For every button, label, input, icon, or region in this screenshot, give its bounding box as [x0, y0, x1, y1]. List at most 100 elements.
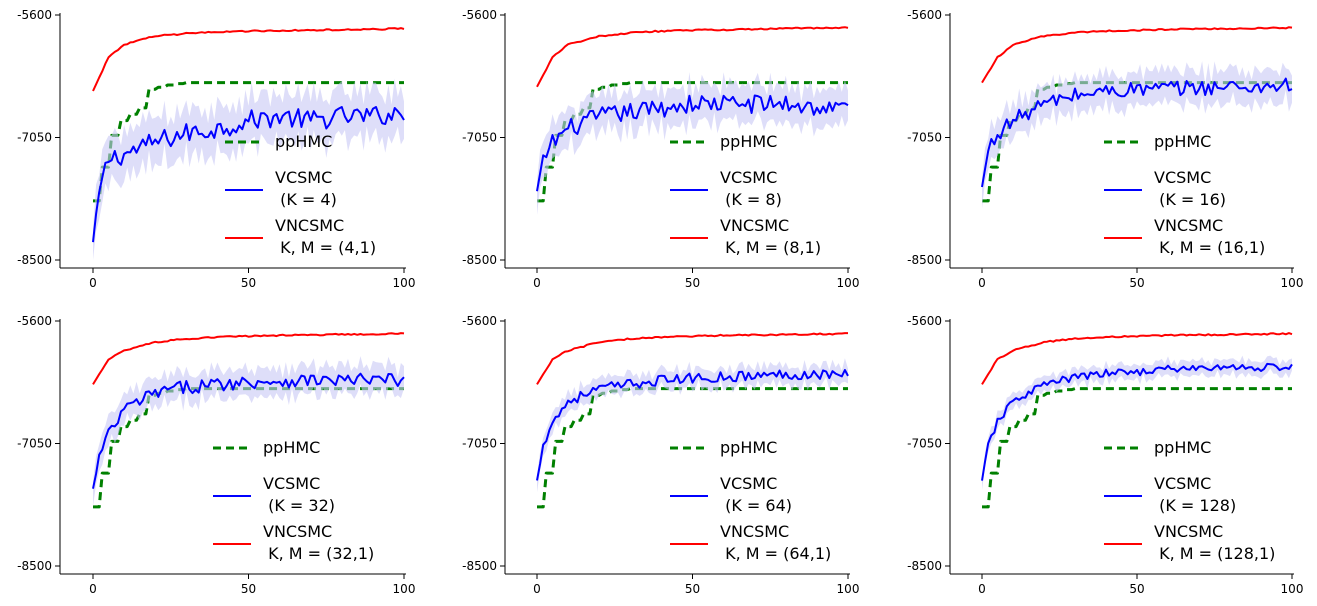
legend-sublabel: K, M = (128,1): [1154, 544, 1275, 563]
panel-5: -8500 -7050 -5600 0 50 100 ppHMC VCSMC (K = 64)…: [462, 314, 859, 596]
x-tick-label: 50: [241, 582, 256, 596]
x-tick-label: 100: [1281, 276, 1304, 290]
vncsmc-line: [981, 26, 1293, 84]
x-tick-label: 100: [1281, 582, 1304, 596]
vcsmc-line: [92, 106, 405, 243]
legend: ppHMC VCSMC (K = 64) VNCSMC K, M = (64,1): [670, 438, 831, 563]
legend: ppHMC VCSMC (K = 8) VNCSMC K, M = (8,1): [670, 132, 821, 257]
y-tick-label: -5600: [17, 8, 52, 22]
legend: ppHMC VCSMC (K = 16) VNCSMC K, M = (16,1): [1104, 132, 1265, 257]
legend: ppHMC VCSMC (K = 32) VNCSMC K, M = (32,1): [213, 438, 374, 563]
x-tick-label: 0: [978, 276, 986, 290]
y-tick-label: -7050: [17, 437, 52, 451]
x-tick-label: 0: [89, 582, 97, 596]
legend-sublabel: (K = 4): [275, 190, 337, 209]
legend-sublabel: K, M = (4,1): [275, 238, 376, 257]
y-tick-label: -5600: [462, 8, 497, 22]
panel-1: -8500 -7050 -5600 0 50 100 ppHMC VCSMC (K = 4) V…: [17, 8, 415, 290]
x-tick-label: 0: [533, 582, 541, 596]
y-tick-label: -7050: [907, 437, 942, 451]
vcsmc-line: [92, 372, 405, 489]
legend-label: VNCSMC: [1154, 216, 1223, 235]
vncsmc-line: [92, 27, 405, 92]
pphmc-line: [537, 387, 848, 509]
legend-label: ppHMC: [720, 132, 777, 151]
legend-label: VCSMC: [1154, 168, 1211, 187]
x-tick-label: 100: [837, 582, 860, 596]
legend-label: ppHMC: [1154, 132, 1211, 151]
legend-label: VNCSMC: [720, 216, 789, 235]
legend-sublabel: (K = 32): [263, 496, 335, 515]
y-tick-label: -8500: [462, 559, 497, 573]
legend-sublabel: K, M = (16,1): [1154, 238, 1265, 257]
vcsmc-line: [536, 94, 849, 192]
legend-label: VCSMC: [1154, 474, 1211, 493]
pphmc-line: [982, 387, 1292, 509]
vcsmc-line: [536, 369, 849, 481]
y-tick-label: -8500: [462, 253, 497, 267]
x-tick-label: 50: [1129, 276, 1144, 290]
y-tick-label: -5600: [462, 314, 497, 328]
x-tick-label: 0: [89, 276, 97, 290]
legend-label: VNCSMC: [275, 216, 344, 235]
panel-3: -8500 -7050 -5600 0 50 100 ppHMC VCSMC (K = 16)…: [907, 8, 1303, 290]
y-tick-label: -7050: [907, 131, 942, 145]
legend-label: VCSMC: [720, 168, 777, 187]
y-tick-label: -5600: [17, 314, 52, 328]
legend-label: ppHMC: [1154, 438, 1211, 457]
legend-label: VNCSMC: [720, 522, 789, 541]
x-tick-label: 50: [1129, 582, 1144, 596]
vcsmc-band: [537, 72, 848, 215]
legend-label: ppHMC: [720, 438, 777, 457]
vcsmc-band: [93, 78, 404, 260]
legend-label: ppHMC: [263, 438, 320, 457]
legend-sublabel: K, M = (64,1): [720, 544, 831, 563]
x-tick-label: 100: [393, 582, 416, 596]
panel-2: -8500 -7050 -5600 0 50 100 ppHMC VCSMC (K = 8) V…: [462, 8, 859, 290]
vcsmc-band: [982, 61, 1292, 209]
legend-sublabel: (K = 16): [1154, 190, 1226, 209]
panel-6: -8500 -7050 -5600 0 50 100 ppHMC VCSMC (K = 128…: [907, 314, 1303, 596]
legend: ppHMC VCSMC (K = 128) VNCSMC K, M = (128,1…: [1104, 438, 1275, 563]
y-tick-label: -5600: [907, 314, 942, 328]
legend-label: VCSMC: [275, 168, 332, 187]
y-tick-label: -7050: [17, 131, 52, 145]
y-tick-label: -8500: [907, 559, 942, 573]
legend-sublabel: (K = 64): [720, 496, 792, 515]
legend-sublabel: K, M = (8,1): [720, 238, 821, 257]
vcsmc-band: [93, 356, 404, 507]
legend-sublabel: (K = 8): [720, 190, 782, 209]
x-tick-label: 50: [685, 582, 700, 596]
legend-label: VCSMC: [720, 474, 777, 493]
vcsmc-band: [982, 355, 1292, 490]
x-tick-label: 100: [393, 276, 416, 290]
vncsmc-line: [536, 26, 849, 88]
legend-label: ppHMC: [275, 132, 332, 151]
y-tick-label: -8500: [17, 253, 52, 267]
x-tick-label: 0: [978, 582, 986, 596]
panel-4: -8500 -7050 -5600 0 50 100 ppHMC VCSMC (K = 32)…: [17, 314, 415, 596]
vncsmc-line: [536, 332, 848, 385]
x-tick-label: 100: [837, 276, 860, 290]
pphmc-line: [93, 81, 404, 203]
legend-sublabel: (K = 128): [1154, 496, 1236, 515]
legend-label: VNCSMC: [1154, 522, 1223, 541]
legend-label: VNCSMC: [263, 522, 332, 541]
x-tick-label: 50: [241, 276, 256, 290]
legend-sublabel: K, M = (32,1): [263, 544, 374, 563]
y-tick-label: -7050: [462, 437, 497, 451]
vcsmc-line: [981, 362, 1293, 481]
y-tick-label: -7050: [462, 131, 497, 145]
y-tick-label: -5600: [907, 8, 942, 22]
y-tick-label: -8500: [17, 559, 52, 573]
vcsmc-band: [537, 358, 848, 493]
x-tick-label: 0: [533, 276, 541, 290]
y-tick-label: -8500: [907, 253, 942, 267]
vncsmc-line: [981, 332, 1293, 385]
x-tick-label: 50: [685, 276, 700, 290]
vcsmc-line: [981, 77, 1293, 188]
legend: ppHMC VCSMC (K = 4) VNCSMC K, M = (4,1): [225, 132, 376, 257]
vncsmc-line: [92, 332, 405, 385]
legend-label: VCSMC: [263, 474, 320, 493]
